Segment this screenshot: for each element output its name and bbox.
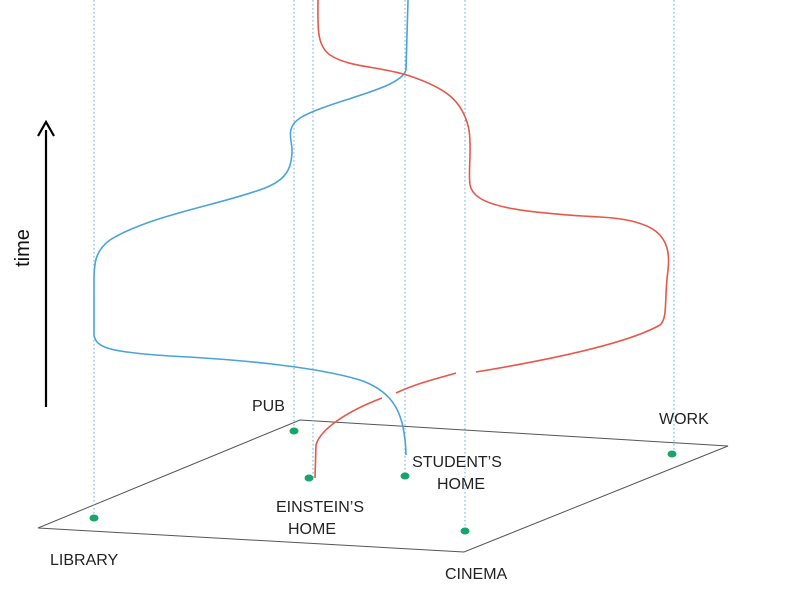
pub-dot	[289, 427, 299, 435]
student-home-label-line1: STUDENT’S	[412, 454, 502, 471]
library-label: LIBRARY	[50, 552, 119, 569]
location-labels: LIBRARY PUB EINSTEIN’S HOME STUDENT’S HO…	[50, 398, 709, 583]
cinema-label: CINEMA	[445, 566, 508, 583]
work-label: WORK	[659, 411, 709, 428]
cinema-dot	[460, 527, 470, 535]
library-dot	[89, 514, 99, 522]
ground-plane	[37, 419, 729, 553]
einstein-worldline-bottom	[314, 397, 383, 479]
einstein-worldline-mid	[395, 372, 457, 394]
einstein-home-dot	[304, 474, 314, 482]
einstein-home-label-line1: EINSTEIN’S	[276, 499, 364, 516]
pub-label: PUB	[252, 398, 285, 415]
time-axis-label: time	[12, 229, 34, 267]
student-home-label-line2: HOME	[437, 476, 485, 493]
student-worldline	[93, 0, 409, 456]
work-dot	[667, 450, 677, 458]
student-home-dot	[400, 472, 410, 480]
location-timelines	[93, 0, 675, 531]
einstein-worldline-top	[317, 0, 670, 373]
location-dots	[89, 427, 677, 535]
einstein-home-label-line2: HOME	[288, 521, 336, 538]
time-arrowhead	[37, 119, 55, 137]
time-axis: time	[12, 119, 55, 407]
